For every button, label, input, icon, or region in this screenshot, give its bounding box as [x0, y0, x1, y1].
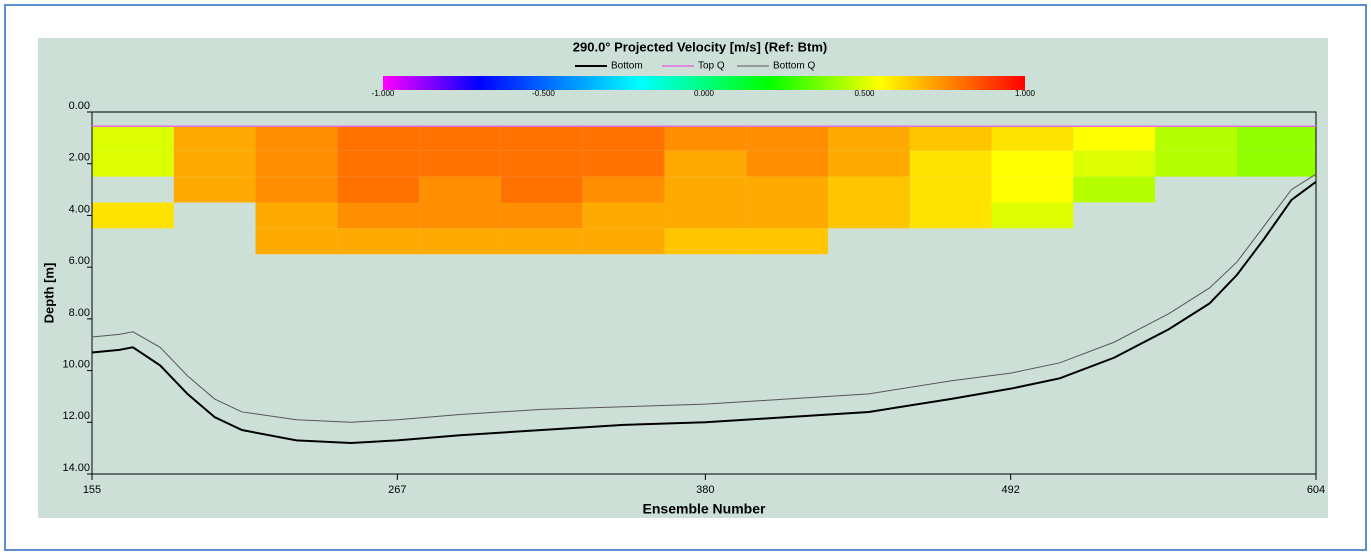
velocity-cell: [256, 228, 338, 254]
colorbar-label: 1.000: [1015, 89, 1036, 98]
y-tick-label: 8.00: [69, 307, 90, 319]
velocity-cell: [664, 177, 746, 203]
y-tick-label: 4.00: [69, 203, 90, 215]
velocity-cell: [256, 151, 338, 177]
velocity-cell: [174, 151, 256, 177]
velocity-cell: [419, 151, 501, 177]
y-tick-label: 0.00: [69, 100, 90, 112]
velocity-cell: [419, 126, 501, 151]
legend-label: Bottom Q: [773, 61, 815, 72]
velocity-cell: [501, 177, 583, 203]
velocity-cell: [746, 203, 828, 229]
velocity-cell: [256, 126, 338, 151]
velocity-cell: [174, 177, 256, 203]
velocity-cell: [92, 126, 174, 151]
velocity-cell: [337, 203, 419, 229]
velocity-cell: [583, 203, 665, 229]
x-tick-label: 380: [696, 484, 714, 496]
velocity-cell: [828, 126, 910, 151]
velocity-cell: [337, 126, 419, 151]
velocity-cell: [828, 177, 910, 203]
velocity-cell: [1237, 151, 1316, 177]
y-tick-label: 10.00: [62, 358, 90, 370]
velocity-cell: [501, 151, 583, 177]
velocity-cell: [664, 126, 746, 151]
x-tick-label: 155: [83, 484, 101, 496]
velocity-cell: [992, 203, 1074, 229]
velocity-cell: [992, 151, 1074, 177]
legend-label: Top Q: [698, 61, 725, 72]
velocity-cell: [583, 228, 665, 254]
chart-title: 290.0° Projected Velocity [m/s] (Ref: Bt…: [573, 39, 827, 54]
x-tick-label: 492: [1002, 484, 1020, 496]
velocity-cell: [746, 177, 828, 203]
velocity-cell: [337, 177, 419, 203]
y-tick-label: 2.00: [69, 152, 90, 164]
colorbar-label: -0.500: [532, 89, 555, 98]
velocity-cell: [337, 151, 419, 177]
velocity-cell: [828, 203, 910, 229]
velocity-cell: [92, 203, 174, 229]
velocity-cell: [1073, 151, 1155, 177]
velocity-cell: [1155, 126, 1237, 151]
colorbar-label: 0.000: [694, 89, 715, 98]
velocity-cell: [910, 203, 992, 229]
velocity-cell: [337, 228, 419, 254]
y-tick-label: 14.00: [62, 462, 90, 474]
velocity-cell: [501, 203, 583, 229]
colorbar-label: 0.500: [854, 89, 875, 98]
x-tick-label: 604: [1307, 484, 1325, 496]
velocity-cell: [419, 228, 501, 254]
velocity-cell: [1073, 177, 1155, 203]
velocity-cell: [910, 177, 992, 203]
velocity-cell: [910, 126, 992, 151]
legend-label: Bottom: [611, 61, 643, 72]
velocity-cell: [910, 151, 992, 177]
velocity-cell: [664, 151, 746, 177]
velocity-cell: [256, 177, 338, 203]
velocity-cell: [174, 126, 256, 151]
y-tick-label: 6.00: [69, 255, 90, 267]
velocity-cell: [583, 126, 665, 151]
x-axis-label: Ensemble Number: [643, 501, 766, 517]
velocity-cell: [1237, 126, 1316, 151]
colorbar: [383, 76, 1025, 90]
velocity-cell: [1073, 126, 1155, 151]
y-axis-label: Depth [m]: [41, 263, 56, 324]
velocity-cell: [828, 151, 910, 177]
colorbar-label: -1.000: [372, 89, 395, 98]
velocity-cell: [92, 151, 174, 177]
velocity-cell: [419, 177, 501, 203]
velocity-cell: [746, 151, 828, 177]
velocity-cell: [583, 151, 665, 177]
velocity-cell: [992, 126, 1074, 151]
velocity-cell: [256, 203, 338, 229]
velocity-cell: [501, 126, 583, 151]
velocity-cell: [992, 177, 1074, 203]
velocity-cell: [1155, 151, 1237, 177]
y-tick-label: 12.00: [62, 410, 90, 422]
velocity-cell: [583, 177, 665, 203]
velocity-cell: [664, 203, 746, 229]
velocity-cell: [664, 228, 746, 254]
chart-panel: [38, 38, 1328, 518]
x-tick-label: 267: [388, 484, 406, 496]
velocity-cell: [746, 228, 828, 254]
velocity-cell: [501, 228, 583, 254]
velocity-cell: [419, 203, 501, 229]
velocity-cell: [746, 126, 828, 151]
